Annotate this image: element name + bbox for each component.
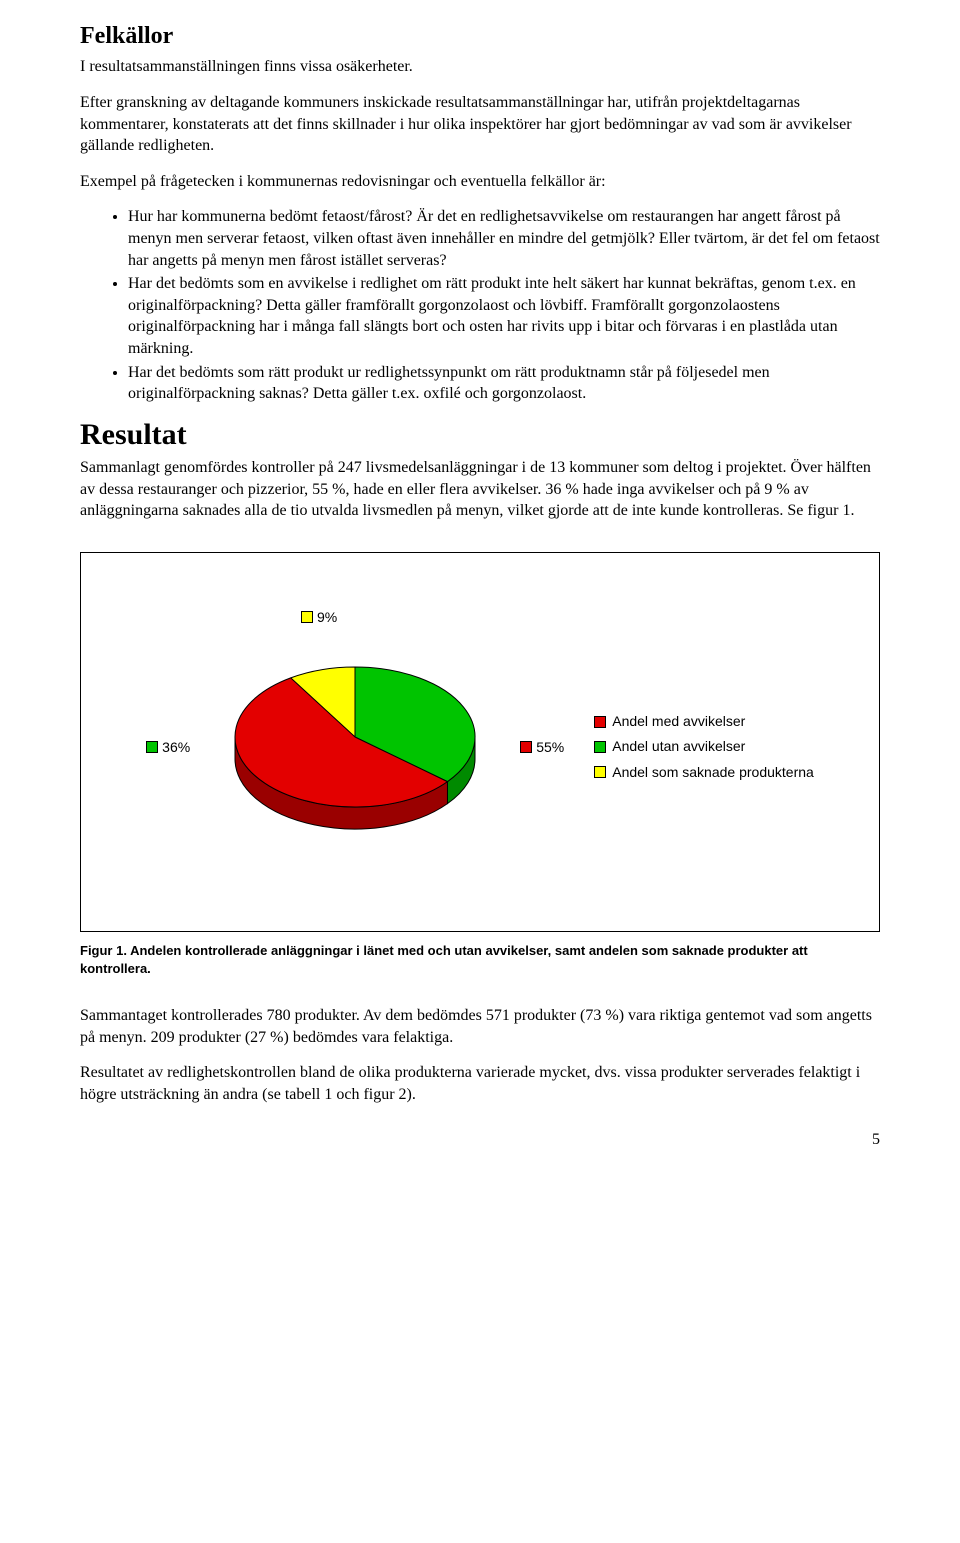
page-number: 5: [80, 1129, 880, 1151]
legend-swatch-yellow: [594, 766, 606, 778]
legend-label: Andel med avvikelser: [612, 709, 745, 734]
chart-legend: Andel med avvikelser Andel utan avvikels…: [594, 709, 814, 785]
slice-label-text: 9%: [317, 608, 337, 627]
para-3: Exempel på frågetecken i kommunernas red…: [80, 171, 880, 193]
swatch-yellow: [301, 611, 313, 623]
swatch-green: [146, 741, 158, 753]
para-5: Sammantaget kontrollerades 780 produkter…: [80, 1005, 880, 1048]
list-item: Har det bedömts som rätt produkt ur redl…: [128, 362, 880, 405]
para-1: I resultatsammanställningen finns vissa …: [80, 56, 880, 78]
slice-label-text: 36%: [162, 738, 190, 757]
figure-1-chart: 9% 36% 55% Andel med avvikelser Andel ut…: [80, 552, 880, 932]
para-2: Efter granskning av deltagande kommuners…: [80, 92, 880, 157]
legend-swatch-green: [594, 741, 606, 753]
list-item: Har det bedömts som en avvikelse i redli…: [128, 273, 880, 359]
swatch-red: [520, 741, 532, 753]
slice-label-36: 36%: [146, 738, 190, 757]
legend-item: Andel med avvikelser: [594, 709, 814, 734]
legend-label: Andel utan avvikelser: [612, 734, 745, 759]
figure-1-caption: Figur 1. Andelen kontrollerade anläggnin…: [80, 942, 880, 977]
legend-label: Andel som saknade produkterna: [612, 760, 814, 785]
list-item: Hur har kommunerna bedömt fetaost/fårost…: [128, 206, 880, 271]
legend-item: Andel utan avvikelser: [594, 734, 814, 759]
bullet-list: Hur har kommunerna bedömt fetaost/fårost…: [80, 206, 880, 404]
para-4: Sammanlagt genomfördes kontroller på 247…: [80, 457, 880, 522]
legend-item: Andel som saknade produkterna: [594, 760, 814, 785]
felkallor-heading: Felkällor: [80, 20, 880, 52]
resultat-heading: Resultat: [80, 415, 880, 456]
slice-label-9: 9%: [301, 608, 337, 627]
slice-label-text: 55%: [536, 738, 564, 757]
para-6: Resultatet av redlighetskontrollen bland…: [80, 1062, 880, 1105]
legend-swatch-red: [594, 716, 606, 728]
slice-label-55: 55%: [520, 738, 564, 757]
pie-chart-svg: [220, 657, 490, 837]
